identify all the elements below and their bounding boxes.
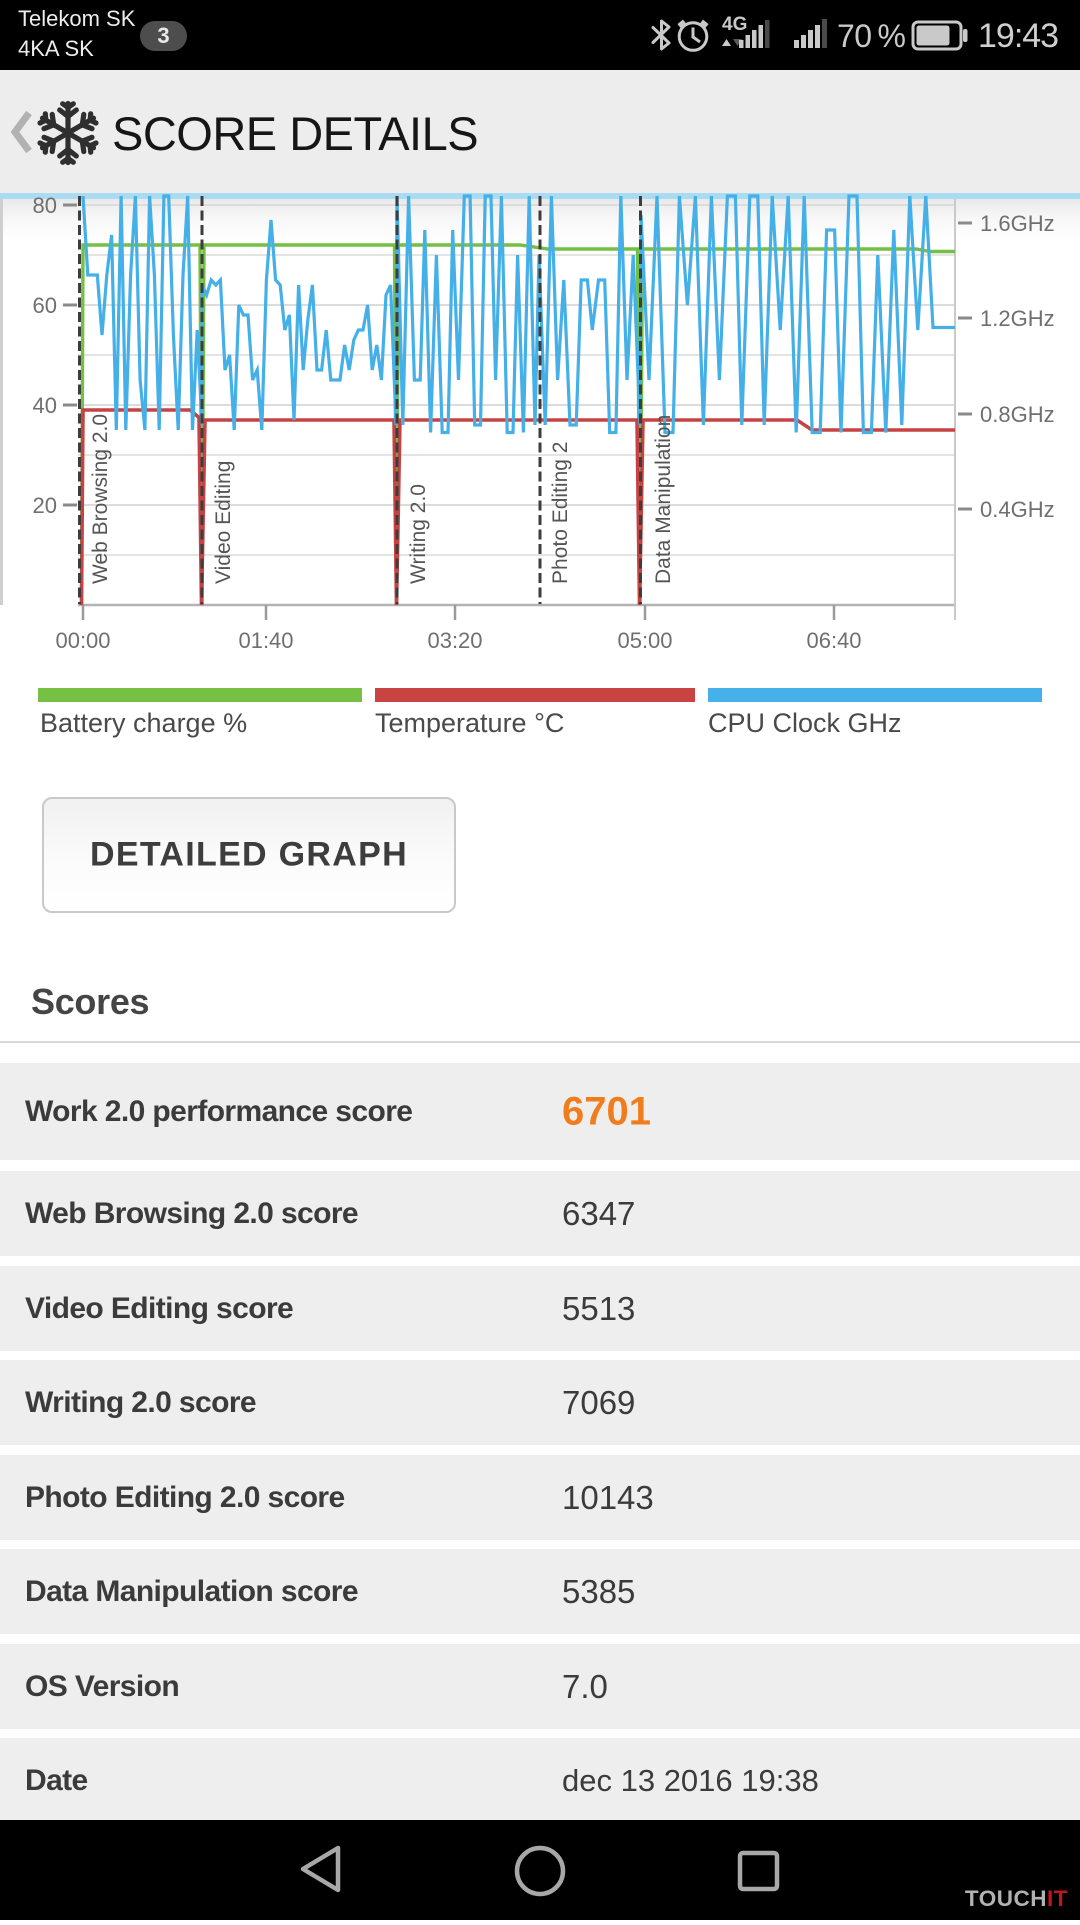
svg-text:19:43: 19:43	[978, 17, 1058, 55]
svg-text:1.6GHz: 1.6GHz	[980, 211, 1055, 236]
svg-text:Video Editing: Video Editing	[212, 461, 235, 584]
svg-text:Web Browsing 2.0: Web Browsing 2.0	[89, 414, 112, 584]
svg-text:20: 20	[33, 493, 57, 518]
svg-text:4G: 4G	[722, 14, 747, 35]
svg-text:05:00: 05:00	[617, 628, 672, 653]
svg-text:00:00: 00:00	[55, 628, 110, 653]
svg-text:70 %: 70 %	[837, 18, 906, 54]
svg-text:0.4GHz: 0.4GHz	[980, 497, 1055, 522]
svg-text:0.8GHz: 0.8GHz	[980, 402, 1055, 427]
svg-text:Photo Editing 2: Photo Editing 2	[549, 442, 572, 584]
svg-text:40: 40	[33, 393, 57, 418]
svg-text:06:40: 06:40	[806, 628, 861, 653]
svg-text:01:40: 01:40	[238, 628, 293, 653]
svg-text:60: 60	[33, 293, 57, 318]
svg-text:Writing 2.0: Writing 2.0	[407, 484, 430, 584]
svg-text:1.2GHz: 1.2GHz	[980, 306, 1055, 331]
svg-text:80: 80	[33, 193, 57, 218]
svg-text:03:20: 03:20	[427, 628, 482, 653]
svg-text:Data Manipulation: Data Manipulation	[652, 415, 675, 584]
